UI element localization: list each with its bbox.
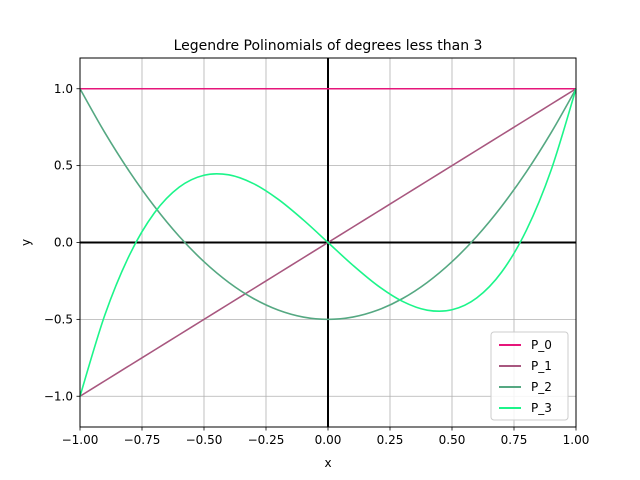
legend-label-p-3: P_3 <box>531 401 552 415</box>
legend-label-p-1: P_1 <box>531 359 552 373</box>
x-axis-label: x <box>324 456 331 470</box>
y-axis-label: y <box>19 239 33 246</box>
y-tick-label: −1.0 <box>44 389 73 403</box>
chart-title: Legendre Polinomials of degrees less tha… <box>174 38 483 54</box>
x-tick-label: −0.75 <box>124 433 161 447</box>
x-tick-label: −1.00 <box>62 433 99 447</box>
y-tick-label: 0.0 <box>54 236 73 250</box>
y-tick-label: 0.5 <box>54 159 73 173</box>
series-line-p-3 <box>79 88 577 397</box>
x-tick-label: 0.00 <box>315 433 342 447</box>
legend-label-p-0: P_0 <box>531 338 552 352</box>
ticks: −1.00 −0.75 −0.50 −0.25 0.00 0.25 0.50 0.75 1.00… <box>44 82 590 447</box>
x-tick-label: 0.50 <box>439 433 466 447</box>
series-line-p-2 <box>79 88 577 321</box>
y-tick-label: 1.0 <box>54 82 73 96</box>
x-tick-label: −0.50 <box>186 433 223 447</box>
x-tick-label: 0.75 <box>501 433 528 447</box>
x-tick-label: −0.25 <box>248 433 285 447</box>
x-tick-label: 0.25 <box>377 433 404 447</box>
series-lines <box>79 87 577 397</box>
legend-box <box>490 331 569 421</box>
legend-label-p-2: P_2 <box>531 380 552 394</box>
x-tick-label: 1.00 <box>563 433 590 447</box>
y-tick-label: −0.5 <box>44 312 73 326</box>
legend: P_0 P_1 P_2 P_3 <box>490 331 569 421</box>
